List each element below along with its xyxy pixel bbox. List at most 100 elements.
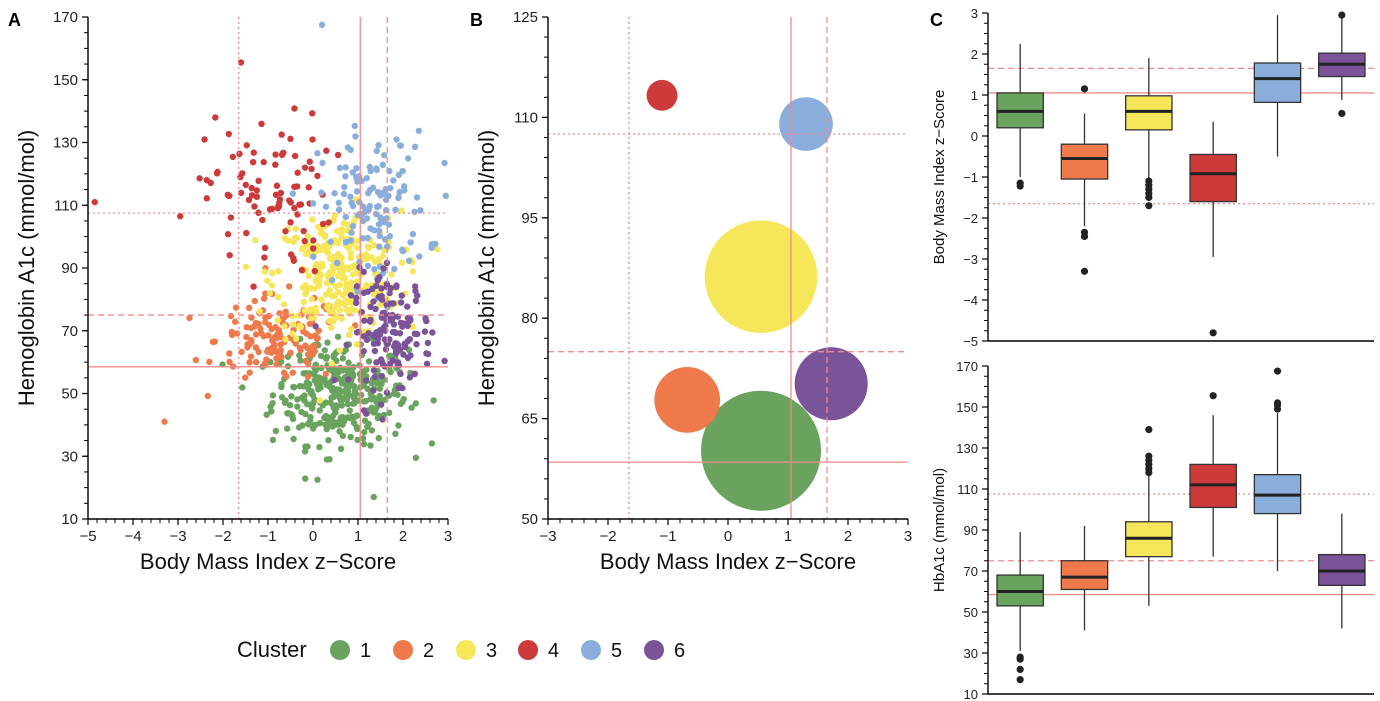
scatter-point-cluster-6: [343, 341, 350, 349]
scatter-point-cluster-5: [376, 232, 383, 240]
scatter-point-cluster-1: [263, 411, 270, 418]
scatter-point-cluster-1: [339, 395, 347, 402]
y-tick-label: 2: [971, 47, 978, 62]
scatter-point-cluster-5: [342, 213, 350, 221]
scatter-point-cluster-5: [347, 193, 354, 200]
scatter-point-cluster-3: [409, 268, 417, 275]
scatter-point-cluster-5: [356, 258, 363, 266]
y-tick-label: 50: [964, 605, 978, 620]
scatter-point-cluster-2: [251, 297, 258, 305]
scatter-point-cluster-5: [373, 166, 380, 174]
scatter-point-cluster-6: [382, 346, 390, 353]
y-tick-label: 10: [964, 687, 978, 701]
scatter-point-cluster-2: [270, 344, 278, 351]
scatter-point-cluster-4: [253, 187, 261, 194]
scatter-point-cluster-1: [365, 358, 373, 365]
scatter-point-cluster-6: [347, 292, 355, 299]
y-tick-label: −3: [963, 252, 978, 267]
scatter-point-cluster-3: [433, 246, 441, 253]
scatter-point-cluster-5: [309, 200, 317, 207]
scatter-point-cluster-4: [237, 189, 245, 197]
scatter-point-cluster-1: [290, 435, 297, 443]
legend-label-cluster-6: 6: [674, 640, 685, 662]
outlier-point: [1209, 329, 1217, 337]
y-tick-label: 130: [956, 441, 978, 456]
scatter-point-cluster-2: [252, 319, 260, 327]
box-cluster-4: [1189, 121, 1237, 337]
scatter-point-cluster-3: [336, 307, 343, 314]
scatter-point-cluster-4: [294, 211, 301, 218]
scatter-point-cluster-6: [404, 338, 411, 345]
scatter-point-cluster-5: [372, 210, 380, 218]
scatter-point-cluster-5: [399, 167, 406, 175]
scatter-point-cluster-1: [269, 436, 277, 444]
scatter-point-cluster-5: [349, 169, 356, 176]
scatter-point-cluster-6: [399, 323, 406, 330]
scatter-point-cluster-5: [373, 147, 380, 155]
box-cluster-1: [996, 532, 1044, 684]
scatter-point-cluster-5: [335, 206, 343, 213]
outlier-point: [1080, 267, 1089, 275]
scatter-point-cluster-5: [383, 215, 390, 222]
scatter-point-cluster-5: [428, 244, 435, 251]
scatter-point-cluster-1: [347, 415, 354, 422]
scatter-point-cluster-6: [411, 330, 419, 337]
x-tick-label: −3: [539, 528, 556, 545]
scatter-point-cluster-5: [364, 234, 371, 242]
scatter-point-cluster-3: [339, 275, 347, 282]
scatter-point-cluster-2: [231, 318, 239, 325]
y-tick-label: 110: [514, 109, 538, 126]
scatter-point-cluster-1: [378, 380, 385, 388]
scatter-point-cluster-3: [312, 308, 320, 315]
scatter-point-cluster-4: [236, 150, 243, 158]
scatter-point-cluster-1: [331, 419, 338, 426]
box-cluster-5: [1253, 15, 1302, 157]
scatter-point-cluster-5: [359, 235, 366, 242]
scatter-point-cluster-1: [268, 408, 275, 415]
scatter-point-cluster-1: [428, 440, 436, 447]
scatter-point-cluster-6: [423, 350, 430, 357]
scatter-point-cluster-4: [177, 213, 184, 220]
scatter-point-cluster-6: [370, 367, 378, 374]
scatter-point-cluster-3: [300, 298, 307, 306]
scatter-point-cluster-4: [203, 176, 210, 184]
scatter-point-cluster-3: [327, 309, 334, 316]
scatter-point-cluster-3: [370, 242, 378, 249]
scatter-point-cluster-4: [277, 189, 285, 197]
scatter-point-cluster-2: [248, 314, 255, 321]
bubble-cluster-4: [646, 79, 678, 111]
scatter-point-cluster-4: [243, 229, 250, 237]
scatter-point-cluster-2: [246, 359, 253, 366]
scatter-point-cluster-4: [229, 153, 237, 161]
scatter-point-cluster-1: [323, 425, 330, 433]
scatter-point-cluster-6: [406, 374, 414, 381]
scatter-point-cluster-6: [358, 308, 365, 316]
y-tick-label: 0: [971, 129, 978, 144]
y-axis-title: Hemoglobin A1c (mmol/mol): [14, 130, 39, 406]
box-iqr: [1060, 560, 1109, 591]
scatter-point-cluster-5: [409, 230, 417, 238]
box-cluster-6: [1318, 11, 1366, 118]
scatter-point-cluster-6: [397, 370, 404, 378]
scatter-point-cluster-1: [272, 427, 280, 435]
scatter-point-cluster-4: [291, 105, 298, 112]
scatter-point-cluster-6: [370, 298, 377, 305]
scatter-point-cluster-4: [249, 158, 257, 166]
scatter-point-cluster-6: [386, 317, 393, 324]
scatter-point-cluster-1: [430, 397, 437, 404]
scatter-point-cluster-1: [350, 400, 358, 407]
scatter-point-cluster-4: [196, 175, 203, 182]
y-axis-title: HbA1c (mmol/mol): [931, 468, 948, 592]
scatter-point-cluster-1: [288, 411, 295, 418]
scatter-point-cluster-2: [238, 348, 245, 356]
box-cluster-4: [1189, 392, 1237, 557]
scatter-point-cluster-2: [287, 350, 294, 357]
y-tick-label: 50: [521, 511, 538, 528]
scatter-point-cluster-3: [326, 286, 333, 294]
scatter-point-cluster-1: [361, 428, 368, 436]
scatter-point-cluster-3: [298, 245, 306, 253]
scatter-point-cluster-5: [353, 165, 360, 172]
scatter-point-cluster-5: [393, 136, 400, 143]
scatter-point-cluster-1: [348, 368, 355, 376]
scatter-point-cluster-1: [324, 339, 331, 346]
